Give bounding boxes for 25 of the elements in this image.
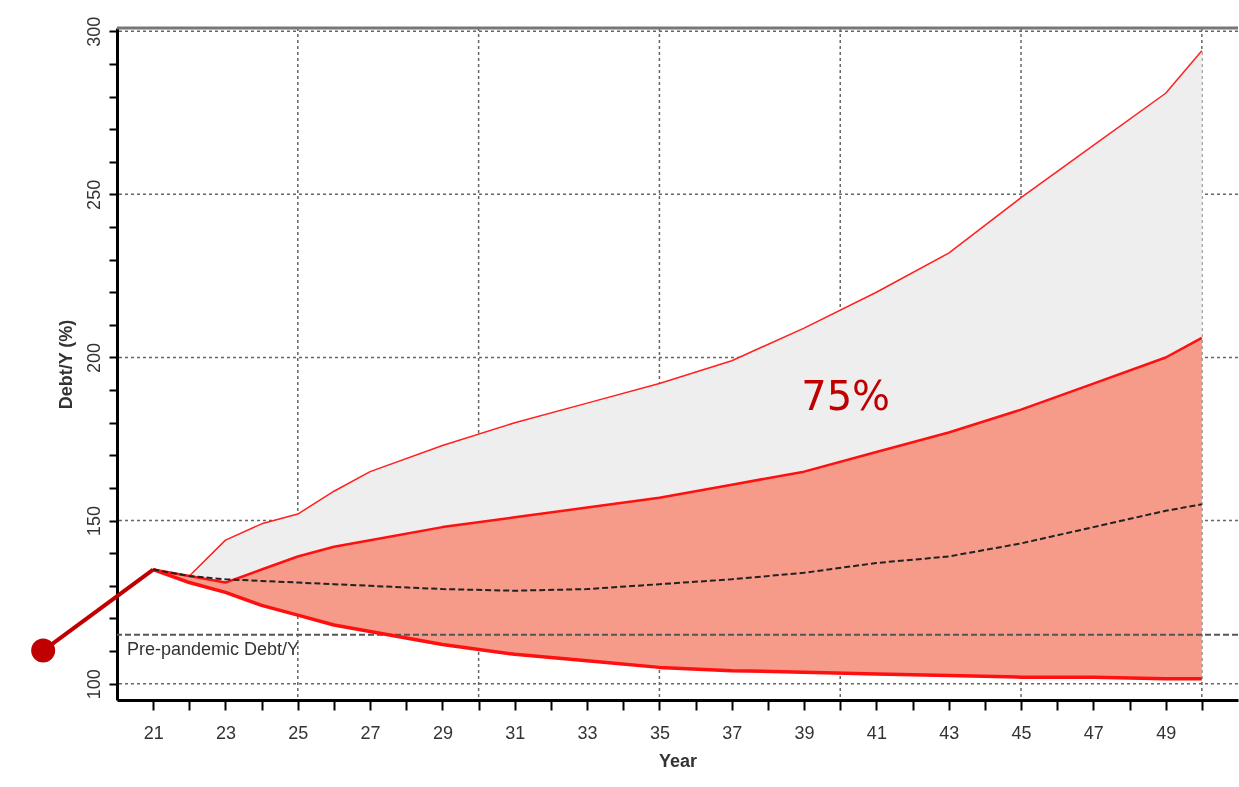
x-tick-label: 41 [866,722,887,743]
y-tick-label: 300 [83,16,104,47]
x-tick-label: 35 [649,722,670,743]
x-tick-label: 47 [1083,722,1104,743]
y-tick-label: 250 [83,179,104,210]
y-tick-label: 100 [83,669,104,700]
x-tick-label: 33 [577,722,598,743]
x-tick-label: 49 [1156,722,1177,743]
y-tick-label: 200 [83,342,104,373]
x-tick-label: 45 [1011,722,1032,743]
x-tick-label: 31 [505,722,526,743]
annotation: 75% [801,372,891,419]
ref-line-label: Pre-pandemic Debt/Y [127,638,300,659]
x-tick-label: 27 [360,722,381,743]
x-tick-label: 23 [215,722,236,743]
x-tick-label: 29 [432,722,453,743]
x-tick-label: 21 [143,722,164,743]
x-tick-label: 37 [722,722,743,743]
x-tick-label: 39 [794,722,815,743]
y-tick-label: 150 [83,506,104,537]
x-tick-label: 43 [939,722,960,743]
x-axis-title: Year [658,750,698,771]
x-tick-label: 25 [288,722,309,743]
y-axis-title: Debt/Y (%) [55,319,76,410]
line-series [152,503,1203,592]
